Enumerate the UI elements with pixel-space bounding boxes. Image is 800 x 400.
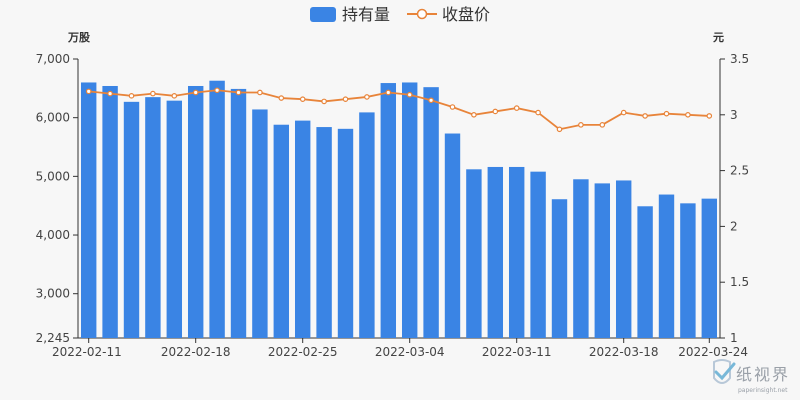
check-shield-icon [713,359,736,384]
close-point-2022-02-22 [235,89,242,96]
bar-2022-02-15 [123,101,140,338]
legend[interactable]: 持有量 收盘价 [310,5,490,24]
watermark-main: 纸视界 [736,365,790,384]
close-point-2022-03-23 [685,112,691,118]
close-point-2022-03-04 [406,91,413,98]
right-axis-tick-label: 1.5 [730,275,749,289]
close-point-2022-02-15 [128,93,135,99]
close-point-2022-03-18 [620,109,627,116]
bar-2022-02-17 [166,100,183,339]
bar-2022-03-14 [530,171,546,338]
watermark: 纸视界 paperinsight.net [713,359,790,394]
bar-2022-03-02 [359,112,375,339]
x-axis-tick-label: 2022-03-24 [678,345,748,359]
bar-2022-03-10 [487,166,504,338]
x-axis-tick-label: 2022-03-11 [482,345,552,359]
close-point-2022-02-24 [278,95,285,101]
right-axis-tick-label: 3.5 [730,52,749,66]
bar-2022-03-03 [380,83,397,338]
bar-2022-02-11 [80,82,97,338]
close-point-2022-02-16 [150,90,156,97]
bar-2022-03-11 [508,166,525,338]
axes: 2,245 3,000 4,000 5,000 6,000 7,000 1 1.5 2 2.5 3 3… [36,52,749,345]
bar-2022-02-21 [209,80,225,338]
bar-2022-03-04 [401,82,418,338]
left-axis-tick-label: 6,000 [36,111,70,125]
right-axis-unit: 元 [713,31,724,44]
bar-2022-03-07 [423,87,439,339]
bar-2022-02-28 [316,127,332,338]
bar-2022-03-21 [637,206,653,338]
close-point-2022-03-07 [428,97,434,104]
left-axis-tick-label: 7,000 [36,52,70,66]
close-point-2022-02-25 [299,96,306,102]
x-axis-tick-label: 2022-02-11 [52,345,122,359]
close-point-2022-02-18 [192,89,199,96]
close-point-2022-03-03 [385,89,392,96]
left-axis-tick-label: 4,000 [36,228,70,242]
x-axis-tick-label: 2022-03-18 [589,345,659,359]
close-point-2022-02-11 [85,88,92,95]
right-axis-tick-label: 2.5 [730,164,749,178]
right-axis-tick-label: 3 [730,108,738,122]
close-point-2022-03-17 [599,122,606,128]
close-price-line [88,89,710,131]
close-point-2022-03-11 [513,105,520,111]
close-point-2022-03-02 [364,94,370,100]
legend-label-close: 收盘价 [442,5,490,24]
bar-2022-02-24 [273,124,290,338]
line-series-close [85,87,713,133]
close-point-2022-03-22 [663,110,670,117]
close-point-2022-03-10 [492,108,499,115]
bar-2022-02-23 [252,109,268,338]
bar-2022-03-15 [551,199,568,338]
close-point-2022-03-16 [578,122,584,128]
close-point-2022-03-01 [342,96,349,102]
bar-2022-02-18 [187,85,204,338]
bar-2022-03-17 [594,183,611,338]
close-point-2022-02-23 [257,89,263,96]
legend-label-holdings: 持有量 [342,5,390,24]
left-axis-tick-label: 2,245 [36,331,70,345]
bar-series-holdings [80,80,718,339]
left-axis-unit: 万股 [67,31,91,44]
bar-2022-02-14 [102,85,118,338]
close-point-2022-02-14 [107,90,113,97]
x-axis-tick-label: 2022-02-25 [268,345,338,359]
close-point-2022-03-21 [642,113,648,119]
right-axis-tick-label: 1 [730,331,738,345]
x-axis-ticks: 2022-02-11 2022-02-18 2022-02-25 2022-03-04… [52,338,748,359]
bar-2022-03-09 [466,169,482,338]
bar-2022-02-22 [230,88,247,339]
close-point-2022-03-08 [449,104,456,110]
x-axis-tick-label: 2022-03-04 [375,345,445,359]
legend-marker-close [416,8,428,20]
right-axis-tick-label: 2 [730,219,738,233]
bar-2022-03-22 [658,194,675,338]
close-point-2022-02-21 [214,87,220,94]
watermark-sub: paperinsight.net [738,387,788,394]
close-point-2022-03-09 [471,112,477,118]
close-point-2022-03-15 [556,126,563,133]
bar-2022-02-25 [294,120,311,339]
bar-2022-03-08 [444,133,461,338]
close-point-2022-03-24 [706,113,713,119]
close-point-2022-02-28 [321,98,327,105]
bar-2022-03-16 [573,179,589,338]
x-axis-tick-label: 2022-02-18 [161,345,231,359]
bar-2022-03-18 [615,180,632,338]
bar-2022-03-23 [680,203,696,338]
bar-2022-03-01 [337,128,354,338]
legend-swatch-holdings [310,7,336,22]
close-point-2022-02-17 [171,93,178,99]
left-axis-tick-label: 3,000 [36,287,70,301]
close-point-2022-03-14 [535,109,541,116]
bar-2022-02-16 [145,97,161,339]
left-axis-tick-label: 5,000 [36,169,70,183]
bar-2022-03-24 [701,198,718,338]
